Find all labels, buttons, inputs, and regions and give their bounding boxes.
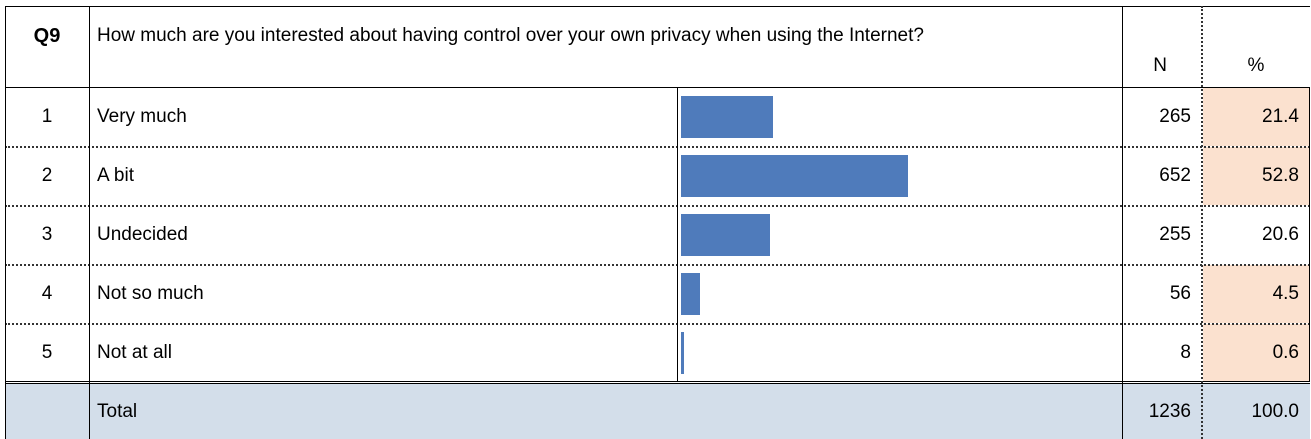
bar-undecided	[681, 214, 770, 256]
header-divider	[5, 87, 1310, 88]
row-pct: 0.6	[1272, 342, 1299, 363]
row-n: 265	[1159, 106, 1191, 127]
row-n: 652	[1159, 165, 1191, 186]
bar-a-bit	[681, 155, 909, 197]
question-text: How much are you interested about having…	[97, 25, 924, 46]
bar-not-so-much	[681, 273, 701, 315]
total-row-background	[5, 384, 1310, 439]
row-index: 1	[41, 106, 53, 127]
total-label: Total	[97, 400, 138, 422]
row-n: 255	[1159, 224, 1191, 245]
row-pct: 52.8	[1262, 165, 1299, 186]
row-label: Undecided	[97, 224, 188, 245]
n-header: N	[1153, 55, 1167, 76]
row-n: 8	[1180, 342, 1191, 363]
n-column-divider	[1122, 6, 1123, 439]
row-label: Not at all	[97, 342, 172, 363]
total-n: 1236	[1148, 400, 1191, 422]
row-pct: 21.4	[1262, 106, 1299, 127]
row-index: 3	[41, 224, 53, 245]
table-left-border	[5, 6, 6, 439]
bar-not-at-all	[681, 332, 684, 374]
index-column-divider	[89, 6, 90, 439]
table-top-border	[5, 6, 1310, 7]
pct-highlight	[1203, 324, 1309, 382]
row-label: Not so much	[97, 283, 204, 304]
bar-very-much	[681, 96, 774, 138]
total-pct: 100.0	[1251, 400, 1299, 422]
row-divider	[5, 205, 1310, 207]
pct-highlight	[1203, 147, 1309, 205]
chart-baseline	[677, 87, 678, 381]
row-index: 4	[41, 283, 53, 304]
row-divider	[5, 323, 1310, 325]
row-label: A bit	[97, 165, 134, 186]
row-pct: 4.5	[1272, 283, 1299, 304]
question-id: Q9	[33, 24, 61, 47]
row-divider	[5, 264, 1310, 266]
row-index: 2	[41, 165, 53, 186]
row-divider	[5, 146, 1310, 148]
pct-header: %	[1247, 55, 1265, 76]
table-right-border	[1309, 87, 1310, 381]
row-n: 56	[1169, 283, 1191, 304]
pct-highlight	[1203, 265, 1309, 323]
row-index: 5	[41, 342, 53, 363]
total-divider	[5, 381, 1310, 384]
row-pct: 20.6	[1262, 224, 1299, 245]
pct-column-divider	[1201, 6, 1203, 439]
row-label: Very much	[97, 106, 187, 127]
pct-highlight	[1203, 88, 1309, 146]
survey-table: Q9 How much are you interested about hav…	[5, 6, 1310, 439]
